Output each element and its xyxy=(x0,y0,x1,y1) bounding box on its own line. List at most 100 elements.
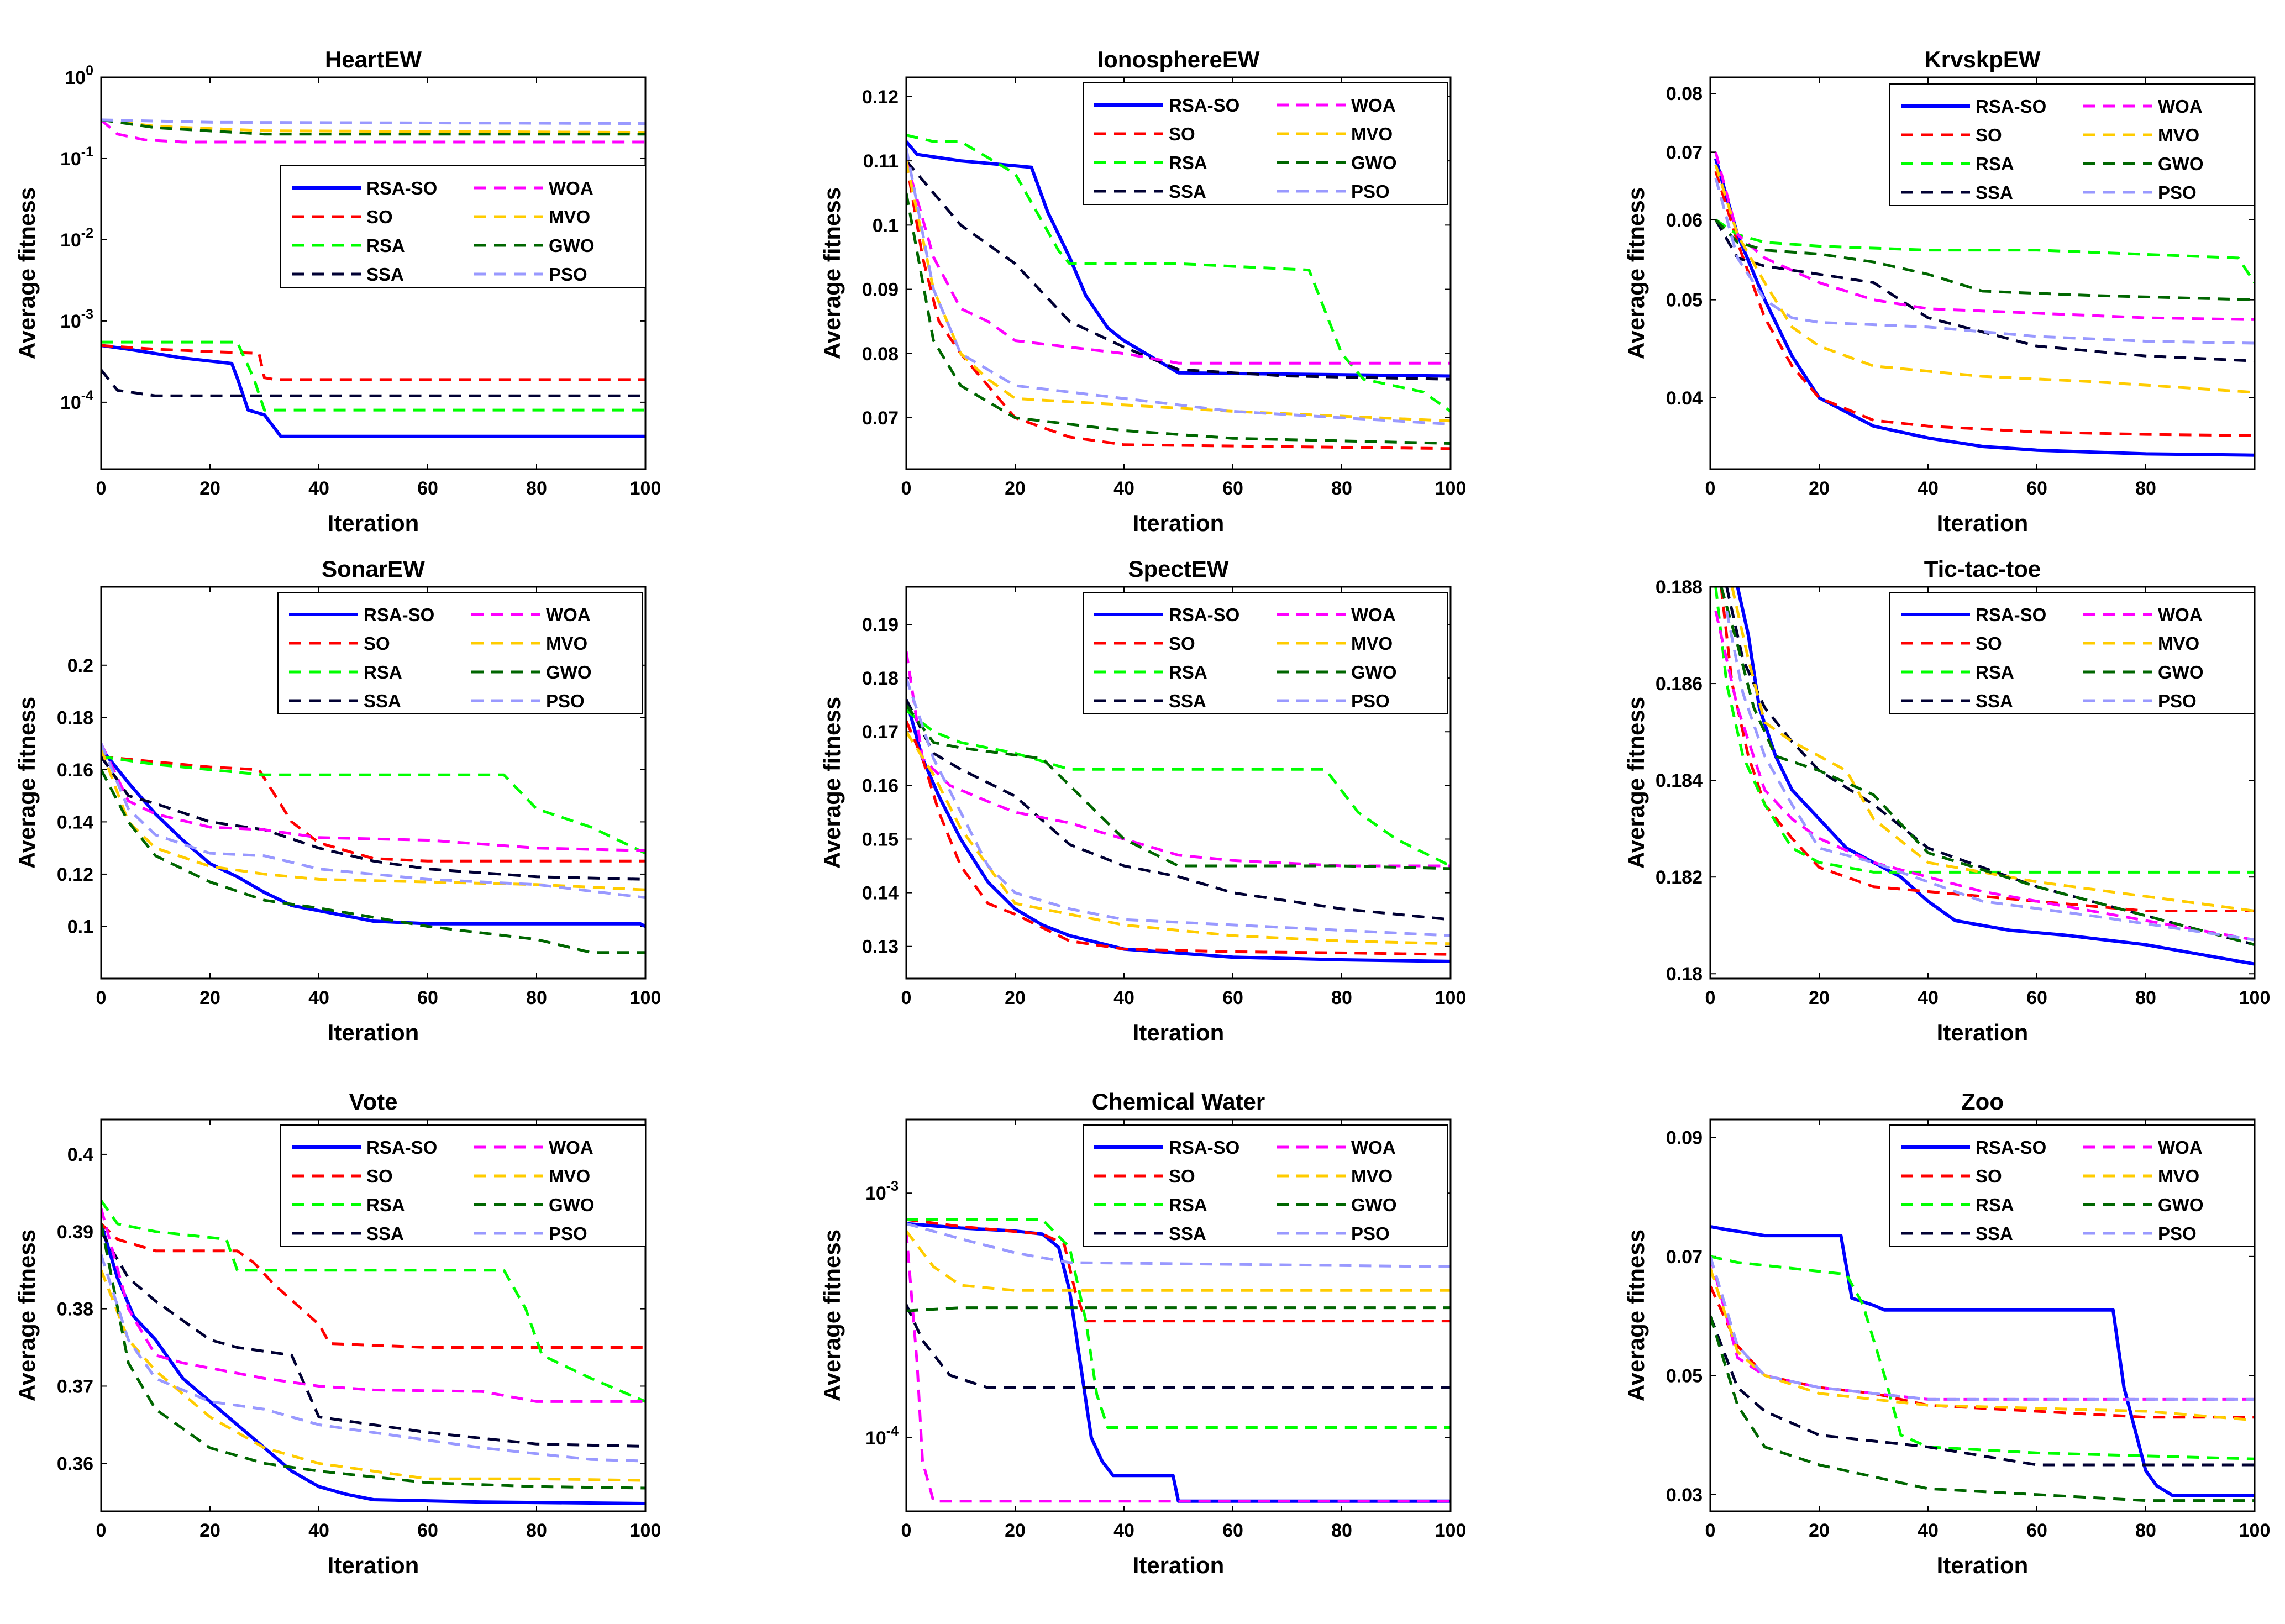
y-tick-label: 0.08 xyxy=(862,344,899,365)
series-line-mvo xyxy=(101,1269,645,1482)
subplot-chemical-water: Chemical Water Iteration Average fitness 0 2… xyxy=(819,1089,1466,1578)
subplot-spectew: SpectEW Iteration Average fitness 0 20 40 60 80… xyxy=(819,556,1466,1045)
subplot-heartew: HeartEW Iteration Average fitness 0 20 40 60 80… xyxy=(14,46,661,536)
x-tick-label: 40 xyxy=(1918,478,1939,499)
legend-label: MVO xyxy=(2158,633,2199,654)
series-line-woa xyxy=(1710,1256,2255,1401)
series-line-rsa xyxy=(101,340,645,412)
series-line-gwo xyxy=(101,1223,645,1490)
series-line-gwo xyxy=(1715,219,2255,302)
y-axis-label: Average fitness xyxy=(14,187,40,359)
legend-label: WOA xyxy=(1351,95,1396,115)
x-tick-label: 0 xyxy=(901,987,912,1008)
x-tick-label: 0 xyxy=(1705,987,1716,1008)
x-tick-label: 80 xyxy=(1331,1520,1352,1541)
x-axis-label: Iteration xyxy=(1937,1552,2029,1578)
legend-label: MVO xyxy=(1351,124,1393,144)
x-tick-label: 80 xyxy=(2135,1520,2156,1541)
y-axis-label: Average fitness xyxy=(1623,697,1649,869)
y-tick-label: 0.37 xyxy=(57,1376,93,1397)
subplot-ionosphereew: IonosphereEW Iteration Average fitness 0 20 4… xyxy=(819,46,1466,536)
y-tick-label: 0.186 xyxy=(1656,674,1703,695)
legend-label: SSA xyxy=(1169,1223,1206,1244)
series-line-rsa-so xyxy=(1714,157,2255,457)
y-tick-label: 10-3 xyxy=(60,307,93,332)
y-tick-label: 0.14 xyxy=(57,812,93,833)
y-axis-label: Average fitness xyxy=(1623,187,1649,359)
series-line-so xyxy=(1714,171,2255,437)
x-tick-label: 60 xyxy=(417,1520,438,1541)
series-line-mvo xyxy=(1714,164,2255,394)
legend-box xyxy=(1889,1124,2255,1247)
series-line-gwo xyxy=(906,192,1451,445)
series-line-pso xyxy=(101,743,645,899)
series-line-so xyxy=(101,1222,645,1349)
x-tick-label: 40 xyxy=(1113,478,1134,499)
plot-area-frame xyxy=(905,1118,1452,1512)
series-line-gwo xyxy=(101,769,645,954)
y-tick-label: 10-4 xyxy=(60,388,93,413)
legend-label: PSO xyxy=(1351,181,1390,202)
y-axis-label: Average fitness xyxy=(819,187,845,359)
y-tick-label: 0.11 xyxy=(863,151,899,172)
series-line-ssa xyxy=(101,369,645,397)
x-tick-label: 100 xyxy=(1435,478,1467,499)
legend-label: GWO xyxy=(1351,662,1396,682)
legend-label: RSA-SO xyxy=(1169,1137,1239,1158)
series-line-woa xyxy=(101,743,645,852)
x-tick-label: 0 xyxy=(1705,478,1716,499)
legend-label: PSO xyxy=(549,264,587,285)
chart-title: SonarEW xyxy=(322,556,425,582)
series-line-woa xyxy=(906,160,1451,365)
y-tick-label: 0.12 xyxy=(57,864,93,885)
series-line-ssa xyxy=(1710,1315,2255,1467)
plot-area-frame xyxy=(905,76,1452,470)
y-tick-label: 0.07 xyxy=(862,408,899,429)
y-tick-label: 0.19 xyxy=(862,614,899,635)
legend-box xyxy=(1083,82,1448,205)
x-axis-label: Iteration xyxy=(1133,510,1225,536)
x-tick-label: 100 xyxy=(630,987,661,1008)
x-tick-label: 80 xyxy=(526,478,547,499)
series-line-so xyxy=(906,720,1451,956)
legend-label: GWO xyxy=(2158,662,2203,682)
x-tick-label: 40 xyxy=(308,987,329,1008)
legend-label: MVO xyxy=(549,1166,590,1186)
legend-label: PSO xyxy=(2158,182,2197,203)
legend-label: RSA xyxy=(366,235,405,256)
legend-box xyxy=(1083,592,1448,714)
x-axis-label: Iteration xyxy=(328,510,419,536)
series-line-rsa xyxy=(1715,218,2255,283)
y-tick-label: 10-1 xyxy=(60,144,93,170)
x-tick-label: 100 xyxy=(2239,987,2271,1008)
chart-title: IonosphereEW xyxy=(1097,46,1259,72)
series-line-gwo xyxy=(906,1306,1451,1312)
series-line-pso xyxy=(906,148,1451,426)
y-tick-label: 10-2 xyxy=(60,225,93,251)
legend-label: WOA xyxy=(1351,605,1396,625)
legend-label: SO xyxy=(1976,1166,2002,1186)
x-tick-label: 80 xyxy=(1331,478,1352,499)
legend-label: WOA xyxy=(549,1137,593,1158)
series-line-ssa xyxy=(101,1231,645,1448)
y-tick-label: 0.12 xyxy=(862,87,899,108)
x-tick-label: 80 xyxy=(1331,987,1352,1008)
legend-label: RSA-SO xyxy=(1976,605,2046,625)
series-line-ssa xyxy=(906,698,1451,921)
y-tick-label: 0.13 xyxy=(862,937,899,958)
series-line-so xyxy=(906,160,1451,450)
legend-label: SSA xyxy=(1976,1223,2013,1244)
series-line-ssa xyxy=(1714,219,2255,362)
x-tick-label: 20 xyxy=(199,1520,220,1541)
x-tick-label: 60 xyxy=(1222,478,1243,499)
series-line-rsa xyxy=(101,755,645,855)
y-axis-label: Average fitness xyxy=(819,697,845,869)
x-tick-label: 20 xyxy=(1005,1520,1026,1541)
legend-box xyxy=(280,165,646,288)
y-tick-label: 0.14 xyxy=(862,883,899,904)
x-tick-label: 100 xyxy=(630,478,661,499)
x-tick-label: 100 xyxy=(2239,1520,2271,1541)
y-tick-label: 0.05 xyxy=(1666,1365,1703,1386)
x-tick-label: 80 xyxy=(526,987,547,1008)
y-tick-label: 0.08 xyxy=(1666,83,1703,104)
